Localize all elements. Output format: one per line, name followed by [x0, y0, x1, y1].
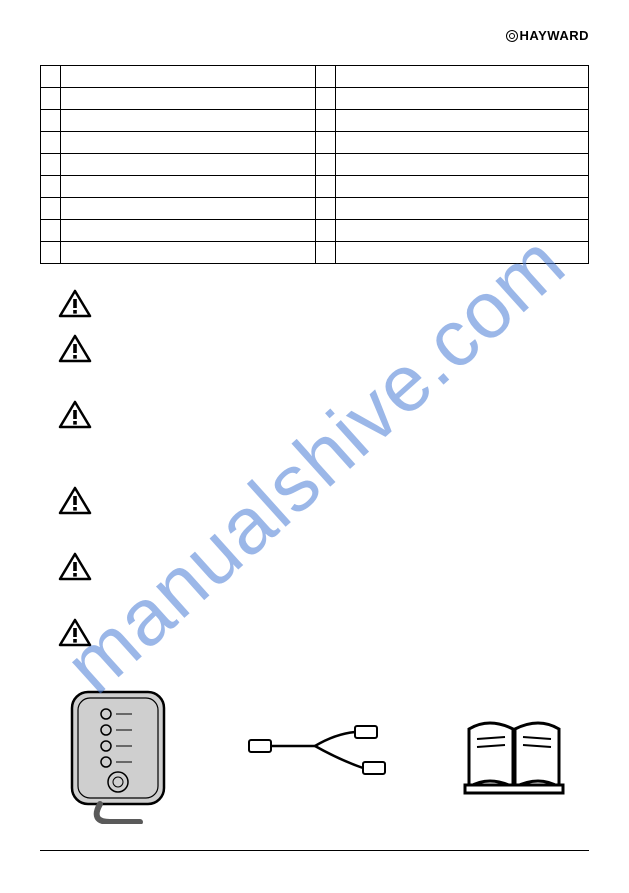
table-cell [336, 88, 589, 110]
table-cell [41, 176, 61, 198]
table-row [41, 220, 589, 242]
table-cell [316, 242, 336, 264]
table-cell [41, 154, 61, 176]
warning-triangle-icon [58, 334, 96, 369]
table-cell [61, 132, 316, 154]
table-cell [316, 176, 336, 198]
table-row [41, 176, 589, 198]
table-cell [336, 110, 589, 132]
warning-triangle-icon [58, 289, 96, 324]
table-row [41, 198, 589, 220]
warning-text [108, 486, 589, 488]
package-contents [40, 684, 589, 829]
table-row [41, 132, 589, 154]
table-cell [41, 198, 61, 220]
warning-text [108, 334, 589, 336]
table-cell [316, 154, 336, 176]
warning-row [40, 486, 589, 530]
table-cell [61, 220, 316, 242]
table-cell [316, 88, 336, 110]
table-cell [41, 110, 61, 132]
table-cell [41, 242, 61, 264]
warnings-list [40, 289, 589, 662]
warning-row [40, 334, 589, 378]
warning-text [108, 400, 589, 402]
table-row [41, 88, 589, 110]
table-row [41, 66, 589, 88]
brand-text: HAYWARD [520, 28, 589, 43]
warning-row [40, 289, 589, 324]
table-cell [41, 66, 61, 88]
table-cell [61, 110, 316, 132]
warning-text [108, 618, 589, 620]
table-cell [336, 132, 589, 154]
warning-triangle-icon [58, 552, 96, 587]
table-cell [316, 110, 336, 132]
brand-icon [506, 30, 518, 42]
warning-row [40, 552, 589, 596]
warning-triangle-icon [58, 486, 96, 521]
table-cell [336, 176, 589, 198]
item-control-box [60, 684, 180, 829]
table-cell [316, 220, 336, 242]
table-cell [41, 132, 61, 154]
table-cell [61, 176, 316, 198]
table-cell [41, 88, 61, 110]
warning-row [40, 618, 589, 662]
table-cell [316, 198, 336, 220]
warning-text [108, 289, 589, 291]
table-cell [41, 220, 61, 242]
item-cable [245, 714, 395, 799]
table-cell [316, 66, 336, 88]
spec-table [40, 65, 589, 264]
warning-text [108, 552, 589, 554]
warning-row [40, 400, 589, 456]
table-cell [61, 88, 316, 110]
table-cell [61, 66, 316, 88]
warning-triangle-icon [58, 618, 96, 653]
brand-logo: HAYWARD [506, 28, 589, 43]
table-row [41, 242, 589, 264]
table-cell [61, 154, 316, 176]
table-cell [336, 198, 589, 220]
footer-rule [40, 850, 589, 851]
table-cell [336, 66, 589, 88]
table-row [41, 154, 589, 176]
table-row [41, 110, 589, 132]
table-cell [61, 242, 316, 264]
table-cell [336, 220, 589, 242]
table-cell [336, 242, 589, 264]
table-cell [316, 132, 336, 154]
warning-triangle-icon [58, 400, 96, 435]
table-cell [336, 154, 589, 176]
table-cell [61, 198, 316, 220]
item-manual [459, 709, 569, 804]
